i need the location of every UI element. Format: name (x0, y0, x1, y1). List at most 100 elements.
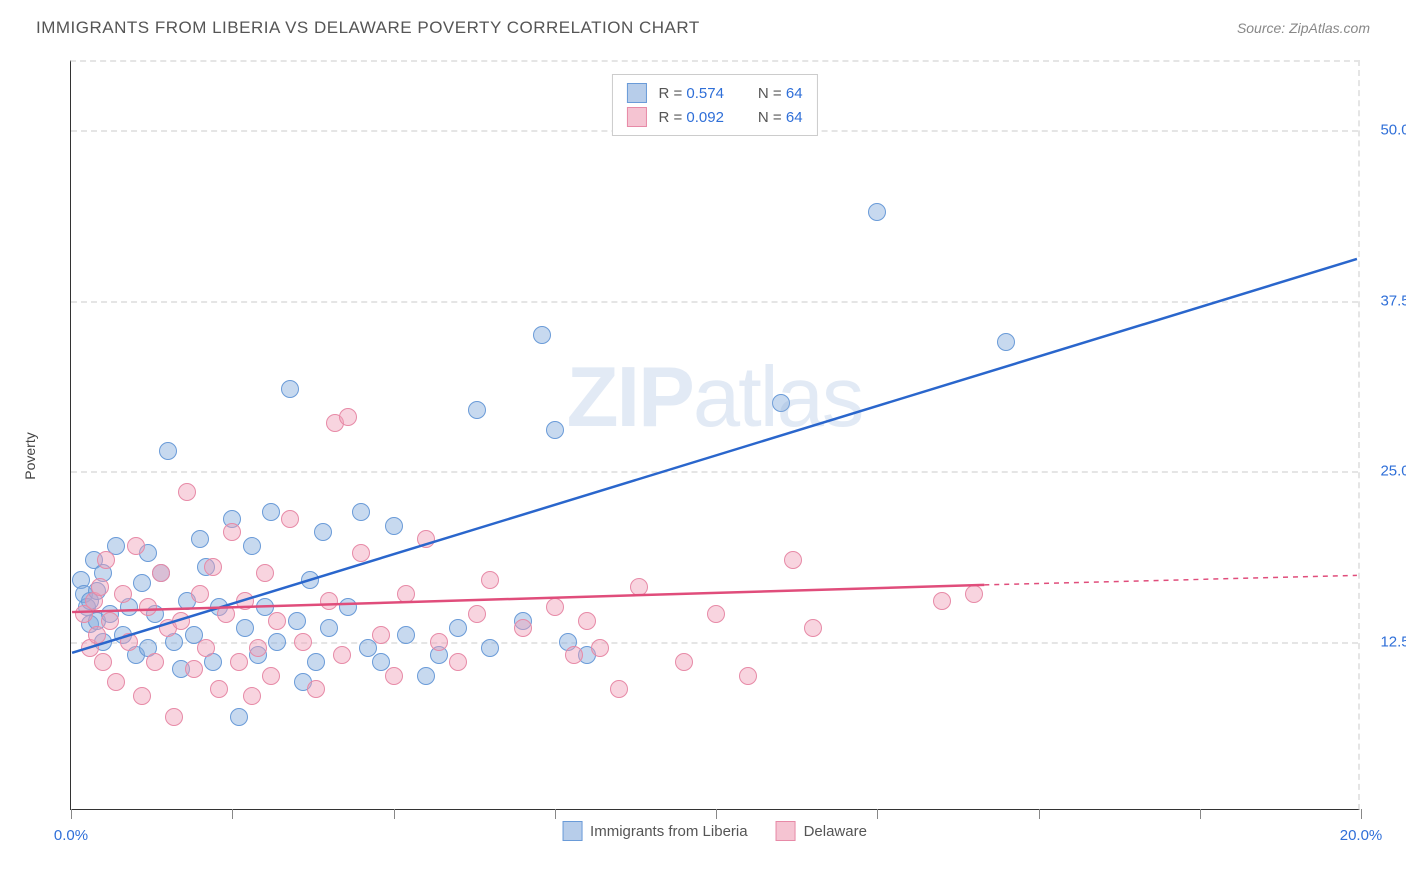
legend-row-delaware: R = 0.092 N = 64 (622, 105, 806, 129)
data-point-liberia (230, 708, 248, 726)
trend-lines (71, 62, 1358, 809)
data-point-delaware (236, 592, 254, 610)
header: IMMIGRANTS FROM LIBERIA VS DELAWARE POVE… (0, 0, 1406, 38)
data-point-liberia (352, 503, 370, 521)
data-point-delaware (217, 605, 235, 623)
data-point-delaware (468, 605, 486, 623)
data-point-delaware (120, 633, 138, 651)
data-point-liberia (533, 326, 551, 344)
data-point-delaware (707, 605, 725, 623)
data-point-delaware (739, 667, 757, 685)
data-point-liberia (468, 401, 486, 419)
xtick (232, 809, 233, 819)
data-point-delaware (185, 660, 203, 678)
data-point-liberia (385, 517, 403, 535)
data-point-delaware (933, 592, 951, 610)
data-point-delaware (262, 667, 280, 685)
data-point-delaware (101, 612, 119, 630)
data-point-delaware (965, 585, 983, 603)
data-point-delaware (133, 687, 151, 705)
data-point-liberia (339, 598, 357, 616)
data-point-delaware (307, 680, 325, 698)
data-point-liberia (262, 503, 280, 521)
swatch-delaware (626, 107, 646, 127)
data-point-delaware (91, 578, 109, 596)
data-point-delaware (88, 626, 106, 644)
data-point-liberia (481, 639, 499, 657)
data-point-delaware (97, 551, 115, 569)
chart-title: IMMIGRANTS FROM LIBERIA VS DELAWARE POVE… (36, 18, 700, 38)
data-point-delaware (804, 619, 822, 637)
swatch-liberia (626, 83, 646, 103)
data-point-delaware (565, 646, 583, 664)
data-point-liberia (243, 537, 261, 555)
xtick (877, 809, 878, 819)
data-point-liberia (133, 574, 151, 592)
data-point-delaware (430, 633, 448, 651)
data-point-delaware (591, 639, 609, 657)
data-point-liberia (307, 653, 325, 671)
data-point-delaware (397, 585, 415, 603)
xtick (1039, 809, 1040, 819)
data-point-delaware (385, 667, 403, 685)
gridline-h (71, 471, 1358, 473)
swatch-liberia (562, 821, 582, 841)
data-point-delaware (578, 612, 596, 630)
data-point-delaware (210, 680, 228, 698)
data-point-delaware (94, 653, 112, 671)
ytick-label: 25.0% (1380, 463, 1406, 480)
data-point-liberia (288, 612, 306, 630)
data-point-delaware (339, 408, 357, 426)
source-attribution: Source: ZipAtlas.com (1237, 20, 1370, 36)
plot-area: ZIPatlas R = 0.574 N = 64 R = 0.092 N = … (70, 60, 1360, 810)
data-point-delaware (127, 537, 145, 555)
data-point-liberia (320, 619, 338, 637)
data-point-delaware (417, 530, 435, 548)
data-point-liberia (997, 333, 1015, 351)
data-point-delaware (114, 585, 132, 603)
xtick (555, 809, 556, 819)
data-point-delaware (610, 680, 628, 698)
data-point-delaware (546, 598, 564, 616)
data-point-delaware (281, 510, 299, 528)
data-point-liberia (191, 530, 209, 548)
trendline-delaware (72, 585, 984, 612)
y-axis-label: Poverty (22, 432, 38, 479)
xtick-label: 0.0% (54, 827, 88, 844)
data-point-delaware (481, 571, 499, 589)
data-point-liberia (449, 619, 467, 637)
xtick (71, 809, 72, 819)
data-point-delaware (191, 585, 209, 603)
ytick-label: 37.5% (1380, 292, 1406, 309)
trendline-liberia (72, 259, 1357, 653)
data-point-delaware (230, 653, 248, 671)
data-point-delaware (268, 612, 286, 630)
data-point-liberia (301, 571, 319, 589)
data-point-liberia (159, 442, 177, 460)
data-point-delaware (204, 558, 222, 576)
data-point-delaware (449, 653, 467, 671)
data-point-delaware (352, 544, 370, 562)
data-point-liberia (417, 667, 435, 685)
data-point-liberia (397, 626, 415, 644)
data-point-delaware (165, 708, 183, 726)
swatch-delaware (776, 821, 796, 841)
data-point-liberia (281, 380, 299, 398)
data-point-liberia (868, 203, 886, 221)
ytick-label: 12.5% (1380, 633, 1406, 650)
watermark: ZIPatlas (567, 349, 863, 447)
correlation-legend: R = 0.574 N = 64 R = 0.092 N = 64 (611, 74, 817, 136)
data-point-delaware (152, 564, 170, 582)
data-point-delaware (146, 653, 164, 671)
data-point-delaware (514, 619, 532, 637)
data-point-liberia (236, 619, 254, 637)
ytick-label: 50.0% (1380, 122, 1406, 139)
gridline-h (71, 301, 1358, 303)
legend-item-liberia: Immigrants from Liberia (562, 821, 748, 841)
data-point-liberia (314, 523, 332, 541)
legend-row-liberia: R = 0.574 N = 64 (622, 81, 806, 105)
data-point-delaware (256, 564, 274, 582)
data-point-delaware (784, 551, 802, 569)
data-point-delaware (320, 592, 338, 610)
data-point-liberia (268, 633, 286, 651)
